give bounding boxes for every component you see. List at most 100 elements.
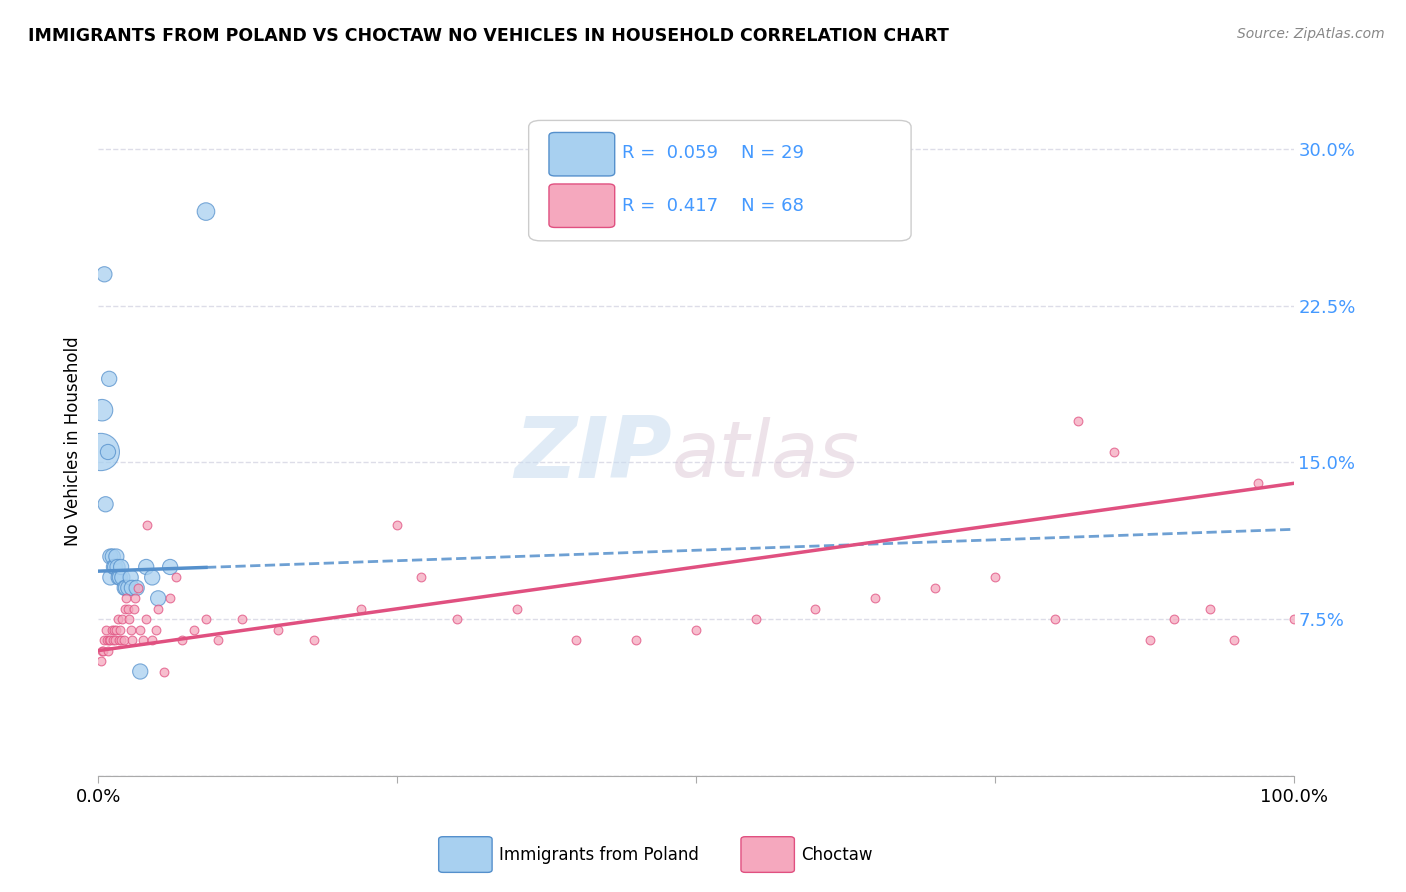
- Point: [302, 633, 325, 648]
- Point: [111, 570, 134, 584]
- Point: [118, 612, 141, 626]
- Point: [626, 633, 648, 648]
- Point: [120, 623, 142, 637]
- Point: [1139, 633, 1161, 648]
- Point: [117, 581, 139, 595]
- Point: [1247, 476, 1270, 491]
- FancyBboxPatch shape: [548, 184, 614, 227]
- Text: atlas: atlas: [672, 417, 860, 493]
- Point: [91, 643, 114, 657]
- Point: [124, 591, 146, 606]
- Point: [98, 549, 122, 564]
- Point: [385, 518, 409, 533]
- Point: [93, 633, 115, 648]
- Point: [165, 570, 187, 584]
- Point: [135, 560, 157, 574]
- Point: [153, 665, 176, 679]
- Point: [121, 581, 143, 595]
- Point: [804, 601, 827, 615]
- Point: [103, 560, 125, 574]
- Text: Choctaw: Choctaw: [801, 846, 873, 863]
- Point: [115, 591, 138, 606]
- Point: [1163, 612, 1185, 626]
- Point: [446, 612, 468, 626]
- Point: [1043, 612, 1066, 626]
- Point: [90, 654, 112, 668]
- Point: [97, 445, 120, 459]
- Point: [115, 581, 138, 595]
- Text: ZIP: ZIP: [515, 413, 672, 497]
- Point: [1223, 633, 1246, 648]
- Point: [183, 623, 205, 637]
- Point: [141, 570, 163, 584]
- Point: [172, 633, 194, 648]
- Point: [108, 623, 131, 637]
- Point: [129, 665, 152, 679]
- Point: [121, 633, 143, 648]
- Point: [101, 633, 124, 648]
- Point: [159, 591, 181, 606]
- Point: [1282, 612, 1305, 626]
- Point: [114, 581, 136, 595]
- Point: [141, 633, 163, 648]
- Point: [94, 497, 117, 511]
- Point: [350, 601, 373, 615]
- Point: [129, 623, 152, 637]
- Point: [159, 560, 181, 574]
- Point: [117, 601, 139, 615]
- FancyBboxPatch shape: [548, 132, 614, 176]
- Point: [112, 633, 135, 648]
- Point: [104, 560, 127, 574]
- Point: [195, 612, 218, 626]
- Text: R =  0.417    N = 68: R = 0.417 N = 68: [621, 197, 804, 215]
- Point: [1104, 445, 1126, 459]
- FancyBboxPatch shape: [529, 120, 911, 241]
- Point: [411, 570, 433, 584]
- Point: [1067, 414, 1090, 428]
- Point: [107, 612, 129, 626]
- Point: [111, 612, 134, 626]
- Point: [125, 581, 148, 595]
- Point: [105, 549, 128, 564]
- Point: [105, 623, 128, 637]
- Point: [127, 581, 149, 595]
- Point: [110, 560, 132, 574]
- Point: [104, 633, 127, 648]
- Point: [93, 268, 115, 282]
- Point: [565, 633, 588, 648]
- Text: IMMIGRANTS FROM POLAND VS CHOCTAW NO VEHICLES IN HOUSEHOLD CORRELATION CHART: IMMIGRANTS FROM POLAND VS CHOCTAW NO VEH…: [28, 27, 949, 45]
- Point: [984, 570, 1007, 584]
- Point: [267, 623, 290, 637]
- Point: [110, 633, 132, 648]
- Point: [107, 633, 129, 648]
- Point: [90, 445, 112, 459]
- Point: [107, 560, 129, 574]
- Point: [1199, 601, 1222, 615]
- Point: [98, 570, 122, 584]
- Point: [103, 623, 125, 637]
- Text: Immigrants from Poland: Immigrants from Poland: [499, 846, 699, 863]
- Point: [135, 612, 157, 626]
- Point: [136, 518, 159, 533]
- Point: [98, 633, 121, 648]
- Point: [231, 612, 253, 626]
- Point: [148, 591, 170, 606]
- Point: [97, 643, 120, 657]
- Y-axis label: No Vehicles in Household: No Vehicles in Household: [65, 336, 83, 547]
- Point: [114, 601, 136, 615]
- Point: [148, 601, 170, 615]
- Point: [94, 623, 117, 637]
- Point: [100, 623, 122, 637]
- Point: [108, 570, 131, 584]
- Text: R =  0.059    N = 29: R = 0.059 N = 29: [621, 144, 804, 161]
- Point: [506, 601, 529, 615]
- Point: [865, 591, 887, 606]
- Point: [207, 633, 229, 648]
- Point: [96, 633, 118, 648]
- Text: Source: ZipAtlas.com: Source: ZipAtlas.com: [1237, 27, 1385, 41]
- Point: [131, 633, 153, 648]
- Point: [98, 633, 122, 648]
- Point: [91, 643, 114, 657]
- Point: [98, 372, 121, 386]
- Point: [107, 570, 129, 584]
